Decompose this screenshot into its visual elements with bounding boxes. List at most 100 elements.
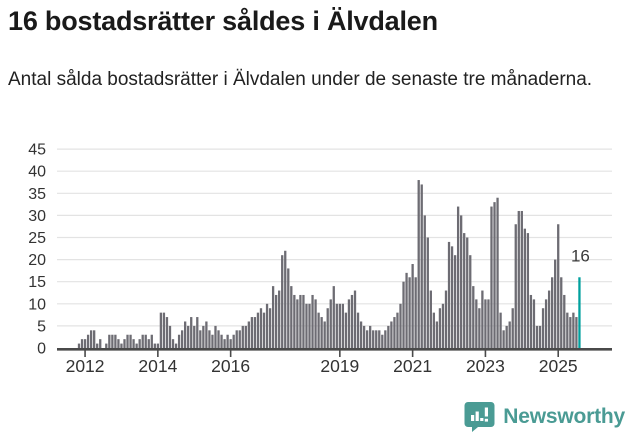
bar: [396, 312, 399, 348]
bar: [375, 330, 378, 348]
bar: [456, 206, 460, 348]
bar: [484, 299, 487, 348]
bar: [341, 303, 345, 348]
bar: [453, 255, 457, 348]
bar: [569, 317, 572, 348]
y-tick-label: 15: [28, 274, 46, 291]
bar: [399, 303, 402, 348]
bar: [432, 312, 436, 348]
bar: [359, 321, 363, 348]
bar: [223, 339, 226, 348]
bar: [511, 308, 514, 348]
bar: [96, 343, 99, 348]
bar: [572, 312, 575, 348]
bar: [108, 334, 111, 348]
bar: [344, 312, 348, 348]
x-tick-label: 2019: [320, 356, 359, 376]
bar: [438, 308, 442, 348]
bar: [390, 321, 393, 348]
x-tick-label: 2014: [138, 356, 177, 376]
bar: [517, 210, 520, 348]
bar: [563, 294, 566, 348]
bar: [411, 264, 414, 348]
bar: [420, 184, 423, 348]
bar: [126, 334, 129, 348]
bar: [165, 317, 169, 348]
bar: [287, 268, 290, 348]
bar: [290, 286, 293, 348]
bar: [499, 312, 502, 348]
newsworthy-bubble-icon: [464, 402, 495, 432]
bar: [384, 330, 387, 348]
bar: [262, 312, 266, 348]
bar: [141, 334, 144, 348]
bar: [560, 277, 563, 348]
bar: [356, 312, 360, 348]
bar: [502, 330, 505, 348]
bar: [450, 246, 454, 348]
bar: [159, 312, 163, 348]
y-tick-label: 30: [28, 208, 46, 225]
bar: [314, 299, 317, 348]
bar: [256, 312, 260, 348]
bar: [86, 334, 90, 348]
y-tick-label: 0: [37, 341, 46, 358]
bar: [447, 241, 451, 348]
bar: [463, 233, 466, 348]
bar: [429, 290, 432, 348]
y-tick-label: 45: [28, 142, 46, 159]
bar: [487, 299, 490, 348]
bar: [323, 321, 326, 348]
bar: [423, 215, 426, 348]
bar: [120, 343, 123, 348]
newsworthy-logo: Newsworthy: [464, 401, 625, 432]
bar: [329, 299, 332, 348]
bar: [202, 325, 205, 348]
bar: [220, 334, 223, 348]
bar: [441, 303, 445, 348]
bar: [541, 308, 545, 348]
bar: [99, 339, 102, 348]
bar: [505, 325, 508, 348]
bar: [293, 294, 296, 348]
bar: [435, 321, 439, 348]
bar: [326, 308, 329, 348]
bar: [274, 294, 278, 348]
bar: [278, 290, 281, 348]
bar: [93, 330, 96, 348]
bar: [535, 325, 539, 348]
bar: [478, 308, 481, 348]
bar: [199, 330, 202, 348]
bar: [247, 321, 250, 348]
bar: [123, 339, 126, 348]
bar: [353, 290, 357, 348]
highlight-bar: [578, 277, 581, 348]
bar: [365, 330, 369, 348]
bar: [372, 330, 375, 348]
bar: [490, 206, 493, 348]
x-tick-label: 2016: [211, 356, 250, 376]
bar: [444, 290, 448, 348]
bar: [171, 339, 175, 348]
bar: [557, 224, 560, 348]
bar: [308, 303, 311, 348]
bar: [311, 294, 314, 348]
bar: [417, 180, 420, 348]
bar: [302, 294, 305, 348]
bar: [77, 343, 81, 348]
bar: [156, 343, 160, 348]
bar: [168, 325, 172, 348]
bar: [475, 299, 478, 348]
bar: [117, 339, 120, 348]
chart-subtitle: Antal sålda bostadsrätter i Älvdalen und…: [8, 69, 593, 90]
bar: [80, 339, 84, 348]
bar: [481, 290, 484, 348]
bar: [317, 312, 320, 348]
bar: [493, 202, 496, 348]
bar: [296, 299, 299, 348]
bar: [180, 330, 184, 348]
highlight-value-label: 16: [571, 246, 590, 265]
bar: [193, 325, 196, 348]
bar: [271, 286, 275, 348]
